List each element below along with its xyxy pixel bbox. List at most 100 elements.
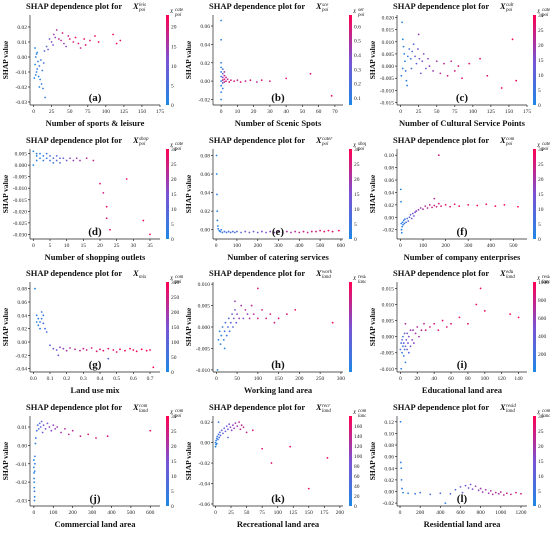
scatter-point xyxy=(400,200,402,203)
panel-letter: (b) xyxy=(271,92,285,104)
scatter-point xyxy=(400,367,403,370)
scatter-point xyxy=(404,322,407,325)
scatter-point xyxy=(75,157,78,160)
scatter-point xyxy=(72,159,75,162)
colorbar-tick-label: 0 xyxy=(538,103,541,109)
x-tick-label: 500 xyxy=(509,243,518,249)
scatter-point xyxy=(413,215,415,217)
scatter-point xyxy=(294,230,297,233)
scatter-point xyxy=(40,311,43,313)
scatter-point xyxy=(481,491,484,493)
scatter-point xyxy=(39,78,42,81)
scatter-point xyxy=(429,493,432,496)
scatter-point xyxy=(450,60,453,63)
scatter-point xyxy=(468,62,471,65)
scatter-point xyxy=(429,326,431,328)
x-tick-label: 600 xyxy=(146,510,155,516)
colorbar-tick-label: 50 xyxy=(171,355,177,361)
x-tick-label: 200 xyxy=(416,510,425,516)
scatter-point xyxy=(235,321,238,324)
scatter-point xyxy=(402,335,404,338)
scatter-point xyxy=(216,435,219,438)
scatter-point xyxy=(35,155,38,157)
colorbar-tick-label: 1000 xyxy=(538,280,549,286)
x-tick-label: 75 xyxy=(85,109,91,115)
title-variable-sup: cult xyxy=(506,3,514,8)
scatter-point xyxy=(416,326,419,328)
scatter-point xyxy=(406,348,409,351)
colorbar-tick-label: 10 xyxy=(171,474,177,480)
scatter-point xyxy=(471,488,474,491)
scatter-point xyxy=(402,355,405,357)
scatter-point xyxy=(236,230,238,233)
scatter-point xyxy=(408,48,411,50)
scatter-point xyxy=(223,78,226,81)
x-tick-label: 400 xyxy=(295,243,304,249)
scatter-point xyxy=(242,317,245,320)
y-axis-label: SHAP value xyxy=(184,174,193,213)
colorbar-variable-sub: poi xyxy=(174,13,182,18)
scatter-point xyxy=(400,228,403,231)
y-tick-label: 0.00 xyxy=(17,340,27,346)
scatter-point xyxy=(221,87,224,90)
colorbar-variable: X xyxy=(536,144,541,149)
colorbar-variable-sub: poi xyxy=(174,280,182,285)
scatter-point xyxy=(36,51,39,54)
scatter-point xyxy=(221,231,224,234)
scatter-point xyxy=(42,322,45,325)
scatter-point xyxy=(431,206,433,209)
colorbar-tick-label: 40 xyxy=(354,484,360,490)
scatter-point xyxy=(34,442,37,445)
scatter-point xyxy=(256,231,259,234)
x-tick-label: 200 xyxy=(295,376,304,382)
scatter-point xyxy=(115,351,118,353)
x-tick-label: 20 xyxy=(97,243,103,249)
scatter-point xyxy=(401,338,403,341)
y-tick-label: 0.00 xyxy=(200,441,210,447)
title-variable-sup: leis xyxy=(139,3,146,8)
scatter-point xyxy=(59,346,61,349)
scatter-point xyxy=(407,342,409,344)
colorbar-tick-label: 20 xyxy=(354,177,360,183)
scatter-point xyxy=(240,304,243,307)
scatter-point xyxy=(400,478,403,481)
scatter-point xyxy=(33,490,36,493)
colorbar-tick-label: 15 xyxy=(538,58,544,64)
x-tick-label: 400 xyxy=(436,510,445,516)
chart-title: SHAP dependence plot for xyxy=(209,402,305,412)
y-tick-label: -0.03 xyxy=(16,498,28,504)
title-variable: X xyxy=(499,402,506,412)
y-axis-label: SHAP value xyxy=(1,174,10,213)
title-variable-sub: land xyxy=(506,275,515,280)
y-tick-label: -0.01 xyxy=(16,70,28,76)
scatter-point xyxy=(227,436,229,439)
y-tick-label: 0.00 xyxy=(200,79,210,85)
scatter-point xyxy=(446,74,449,77)
scatter-point xyxy=(401,221,404,224)
colorbar-tick-label: 150 xyxy=(171,325,180,331)
scatter-point xyxy=(454,488,457,491)
x-tick-label: 0 xyxy=(214,510,217,516)
x-tick-label: 300 xyxy=(337,376,346,382)
scatter-point xyxy=(52,424,55,427)
scatter-point xyxy=(233,427,236,430)
panel-letter: (d) xyxy=(88,226,102,238)
y-tick-label: 0.02 xyxy=(200,209,210,215)
colorbar-tick-label: 25 xyxy=(171,162,177,168)
colorbar-variable: X xyxy=(169,277,174,282)
scatter-point xyxy=(221,82,224,84)
scatter-point xyxy=(250,304,253,307)
scatter-point xyxy=(225,76,227,79)
scatter-point xyxy=(461,77,463,80)
scatter-point xyxy=(102,349,105,352)
colorbar-tick-label: 0 xyxy=(171,504,174,510)
scatter-point xyxy=(217,338,220,341)
scatter-point xyxy=(35,53,38,55)
x-tick-label: 70 xyxy=(332,109,338,115)
scatter-point xyxy=(62,157,65,160)
scatter-point xyxy=(65,45,68,48)
scatter-point xyxy=(225,425,228,428)
y-tick-label: -0.04 xyxy=(199,482,211,488)
y-tick-label: 0.02 xyxy=(384,478,394,484)
